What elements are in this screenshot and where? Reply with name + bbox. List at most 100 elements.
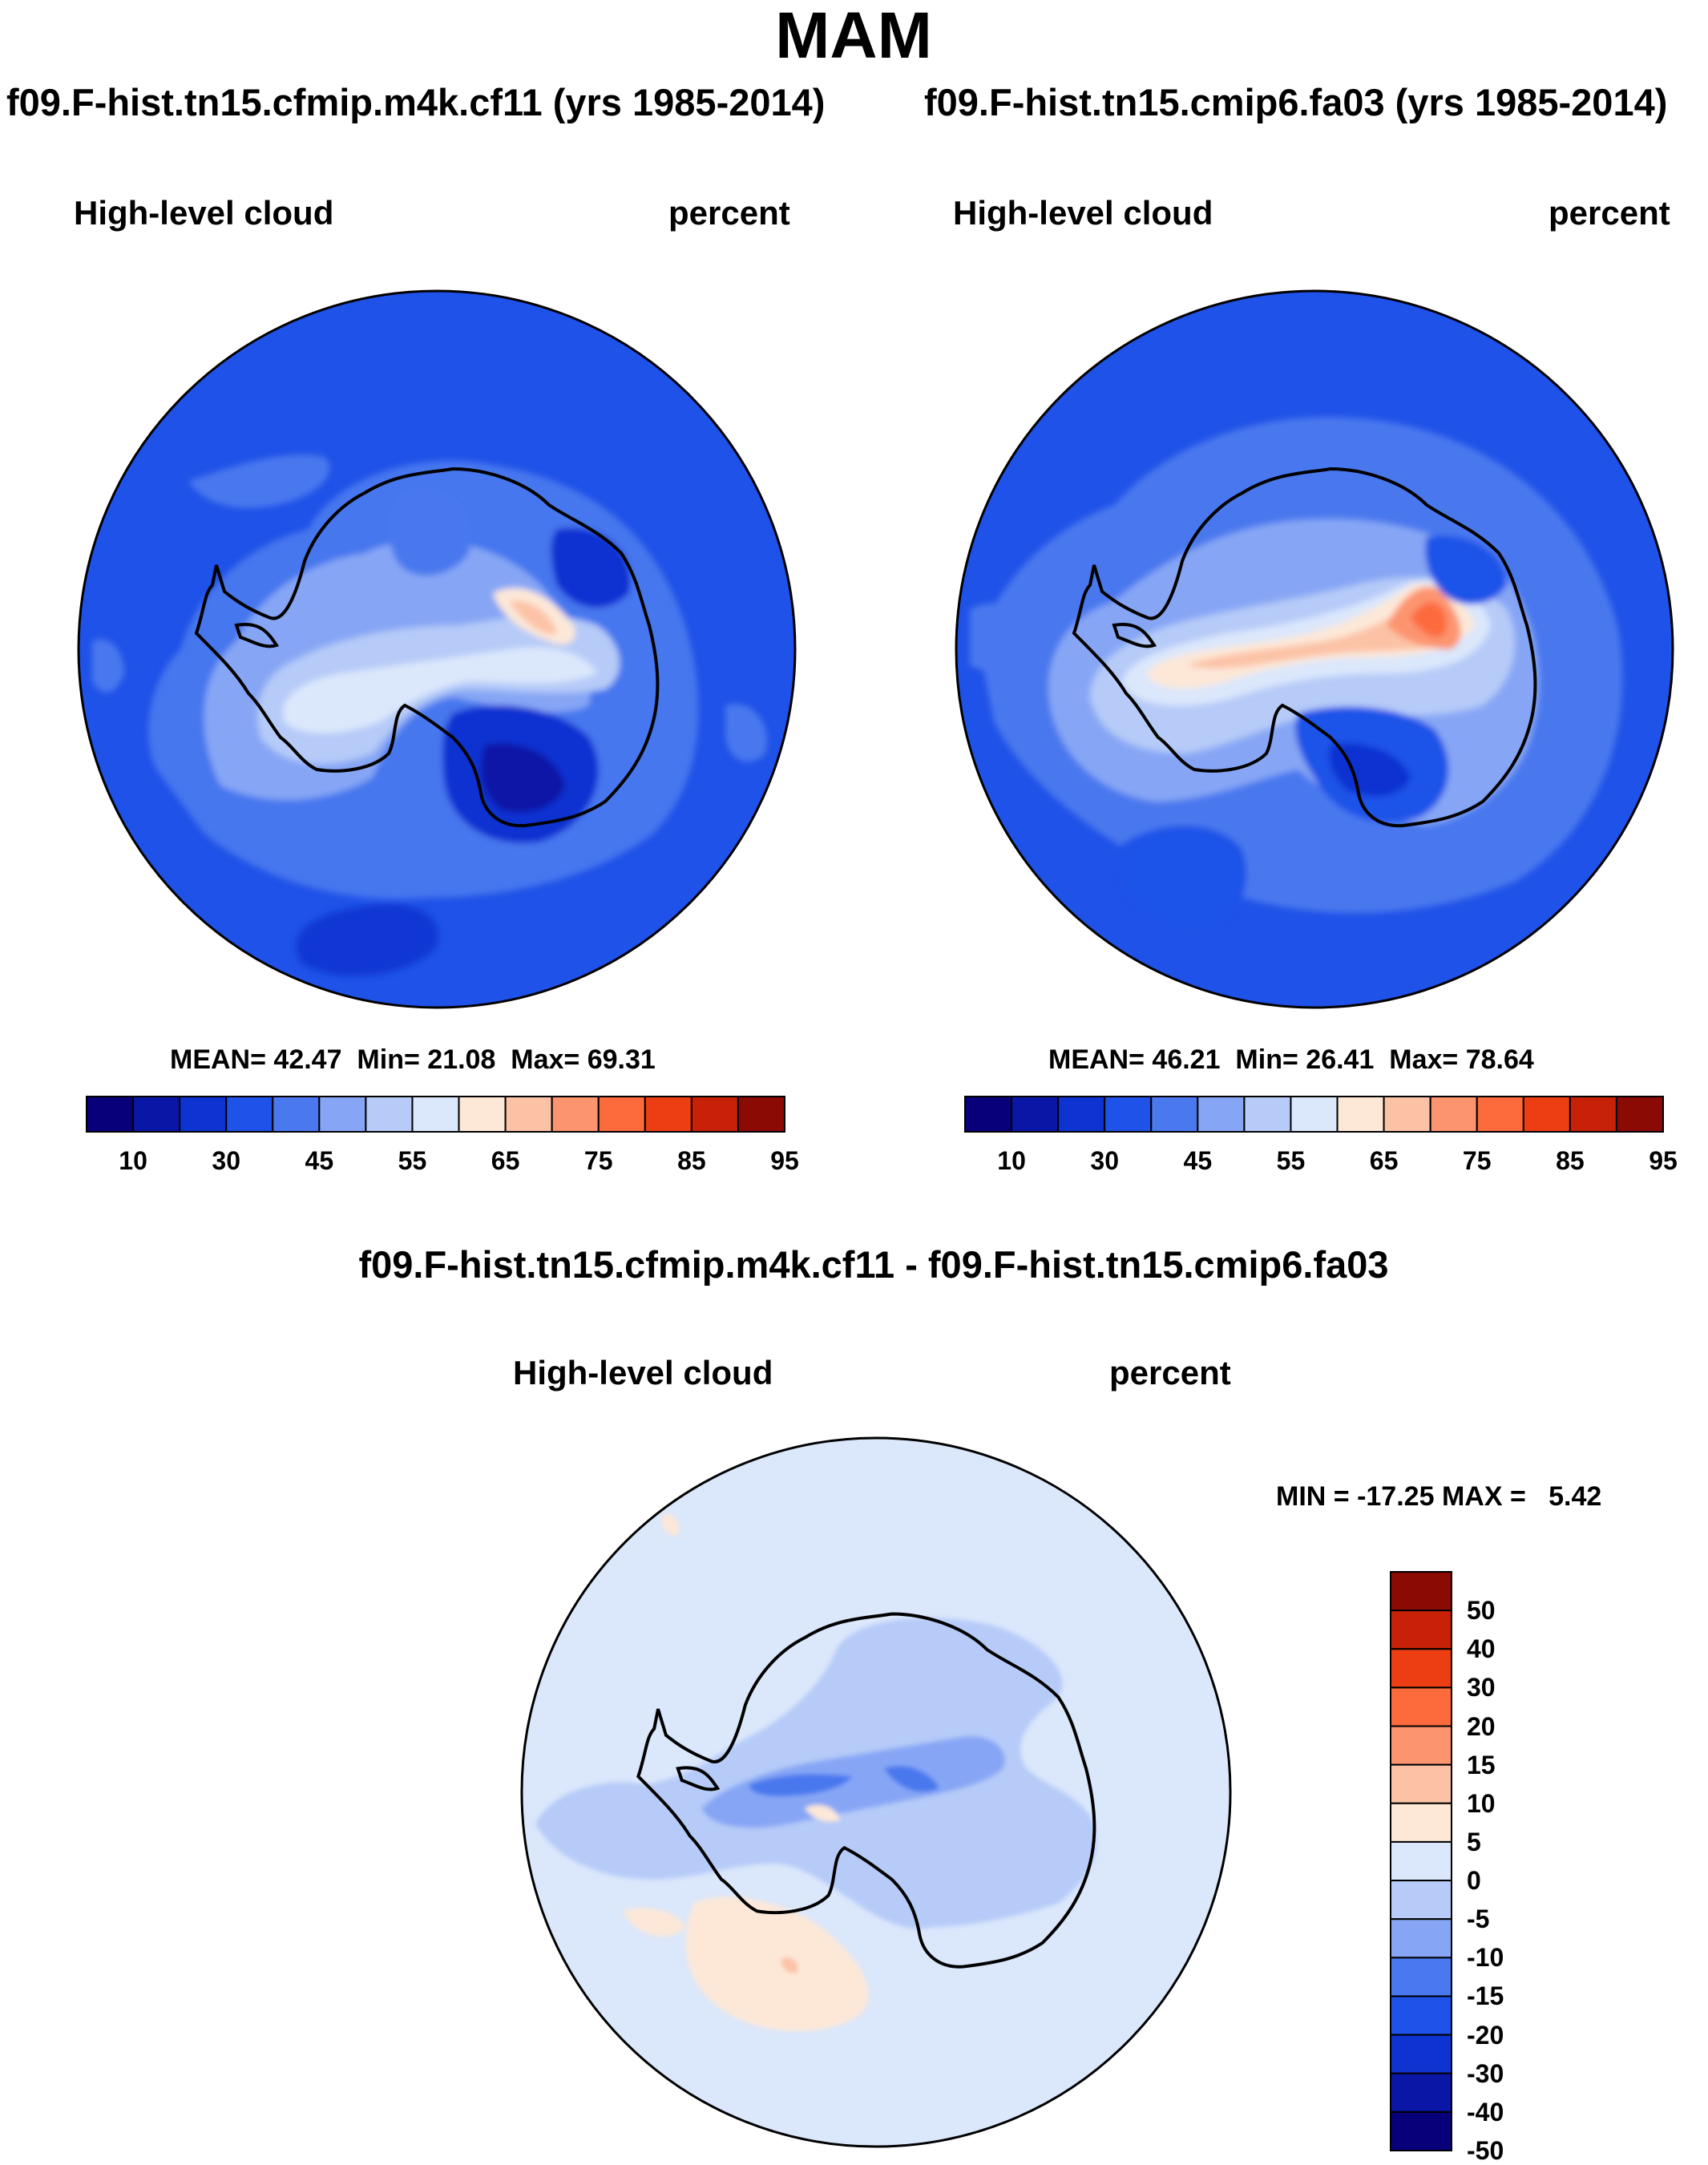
colorbar-tick-label: 30: [1467, 1673, 1496, 1703]
colorbar-tick-label: 15: [1467, 1750, 1496, 1779]
right-units-label: percent: [1549, 194, 1670, 232]
colorbar-cell: [1390, 1918, 1452, 1959]
right-mean-value: 46.21: [1152, 1044, 1221, 1075]
colorbar-cell: [1290, 1096, 1339, 1133]
diff-units-label: percent: [1109, 1354, 1231, 1391]
colorbar-cell: [411, 1096, 460, 1133]
colorbar-tick-label: 45: [305, 1146, 334, 1175]
colorbar-cell: [1390, 1763, 1452, 1804]
colorbar-cell: [179, 1096, 228, 1133]
diff-variable-label: High-level cloud: [513, 1354, 773, 1391]
left-units-label: percent: [668, 194, 790, 232]
colorbar-tick-label: 45: [1183, 1146, 1213, 1175]
colorbar-cell: [1104, 1096, 1153, 1133]
colorbar-cell: [1390, 1686, 1452, 1727]
right-variable-label: High-level cloud: [953, 194, 1213, 232]
colorbar-cell: [551, 1096, 600, 1133]
left-colorbar-ticks: 10 30 45 55 65 75 85 95: [86, 1146, 799, 1180]
colorbar-cell: [1429, 1096, 1478, 1133]
colorbar-cell: [1476, 1096, 1524, 1133]
colorbar-cell: [737, 1096, 785, 1133]
colorbar-cell: [1390, 1571, 1452, 1612]
right-colorbar-ticks: 10 30 45 55 65 75 85 95: [964, 1146, 1678, 1180]
colorbar-tick-label: 0: [1467, 1866, 1481, 1896]
left-colorbar: [86, 1096, 785, 1133]
colorbar-cell: [1197, 1096, 1246, 1133]
colorbar-tick-label: 30: [1090, 1146, 1119, 1175]
page-title: MAM: [775, 0, 932, 72]
colorbar-tick-label: 10: [997, 1146, 1026, 1175]
colorbar-tick-label: -50: [1467, 2136, 1504, 2165]
colorbar-cell: [644, 1096, 692, 1133]
colorbar-cell: [132, 1096, 181, 1133]
diff-colorbar: [1390, 1571, 1452, 2151]
colorbar-tick-label: -30: [1467, 2058, 1504, 2088]
right-min-value: 26.41: [1306, 1044, 1375, 1075]
colorbar-tick-label: 95: [1649, 1146, 1678, 1175]
colorbar-tick-label: 50: [1467, 1596, 1496, 1626]
right-min-label: Min=: [1235, 1044, 1298, 1075]
colorbar-cell: [1390, 1995, 1452, 2036]
diff-min-value: -17.25: [1357, 1481, 1435, 1512]
left-mean-label: MEAN=: [170, 1044, 266, 1075]
colorbar-cell: [690, 1096, 739, 1133]
colorbar-tick-label: 65: [1369, 1146, 1399, 1175]
colorbar-tick-label: 10: [119, 1146, 147, 1175]
colorbar-cell: [86, 1096, 135, 1133]
colorbar-tick-label: 55: [398, 1146, 427, 1175]
colorbar-cell: [1390, 2072, 1452, 2113]
colorbar-cell: [458, 1096, 507, 1133]
colorbar-tick-label: -40: [1467, 2097, 1504, 2127]
right-colorbar: [964, 1096, 1664, 1133]
colorbar-tick-label: 5: [1467, 1827, 1481, 1856]
colorbar-cell: [272, 1096, 321, 1133]
diff-min-label: MIN =: [1276, 1481, 1350, 1512]
colorbar-cell: [1390, 1648, 1452, 1689]
left-min-label: Min=: [357, 1044, 420, 1075]
colorbar-cell: [1336, 1096, 1385, 1133]
left-stats: MEAN= 42.47 Min= 21.08 Max= 69.31: [170, 1046, 656, 1073]
diff-colorbar-ticks: 50 40 30 20 15 10 5 0 -5 -10 -15 -20 -30 -40 -50: [1467, 1571, 1547, 2163]
colorbar-cell: [1569, 1096, 1617, 1133]
colorbar-cell: [1243, 1096, 1292, 1133]
colorbar-tick-label: -5: [1467, 1904, 1490, 1934]
colorbar-cell: [225, 1096, 274, 1133]
colorbar-cell: [597, 1096, 646, 1133]
colorbar-tick-label: 85: [1556, 1146, 1585, 1175]
colorbar-cell: [1011, 1096, 1060, 1133]
left-max-label: Max=: [511, 1044, 580, 1075]
colorbar-tick-label: 65: [491, 1146, 520, 1175]
colorbar-cell: [1390, 1840, 1452, 1882]
left-max-value: 69.31: [587, 1044, 656, 1075]
colorbar-cell: [1390, 2034, 1452, 2074]
colorbar-cell: [1615, 1096, 1664, 1133]
colorbar-cell: [1522, 1096, 1571, 1133]
colorbar-cell: [1390, 1802, 1452, 1843]
colorbar-tick-label: 75: [583, 1146, 613, 1175]
left-variable-label: High-level cloud: [74, 194, 334, 232]
colorbar-cell: [1390, 1957, 1452, 1997]
colorbar-tick-label: 10: [1467, 1788, 1496, 1818]
colorbar-tick-label: -10: [1467, 1943, 1504, 1973]
left-min-value: 21.08: [427, 1044, 496, 1075]
colorbar-tick-label: 40: [1467, 1634, 1496, 1664]
colorbar-tick-label: 55: [1276, 1146, 1306, 1175]
right-polar-map: [955, 289, 1674, 1009]
diff-polar-map: [520, 1436, 1232, 2148]
diff-max-value: 5.42: [1549, 1481, 1602, 1512]
left-polar-map: [77, 289, 797, 1009]
colorbar-tick-label: -15: [1467, 1981, 1504, 2011]
diff-minmax: MIN = -17.25 MAX = 5.42: [1276, 1483, 1601, 1510]
left-run-title: f09.F-hist.tn15.cfmip.m4k.cf11 (yrs 1985…: [6, 81, 826, 123]
colorbar-cell: [1390, 1725, 1452, 1766]
colorbar-tick-label: 20: [1467, 1711, 1496, 1741]
left-mean-value: 42.47: [273, 1044, 342, 1075]
colorbar-cell: [318, 1096, 367, 1133]
colorbar-tick-label: 85: [677, 1146, 706, 1175]
colorbar-cell: [365, 1096, 414, 1133]
colorbar-cell: [1390, 2110, 1452, 2151]
colorbar-cell: [964, 1096, 1013, 1133]
colorbar-tick-label: -20: [1467, 2020, 1504, 2050]
colorbar-tick-label: 95: [770, 1146, 799, 1175]
right-max-value: 78.64: [1465, 1044, 1534, 1075]
